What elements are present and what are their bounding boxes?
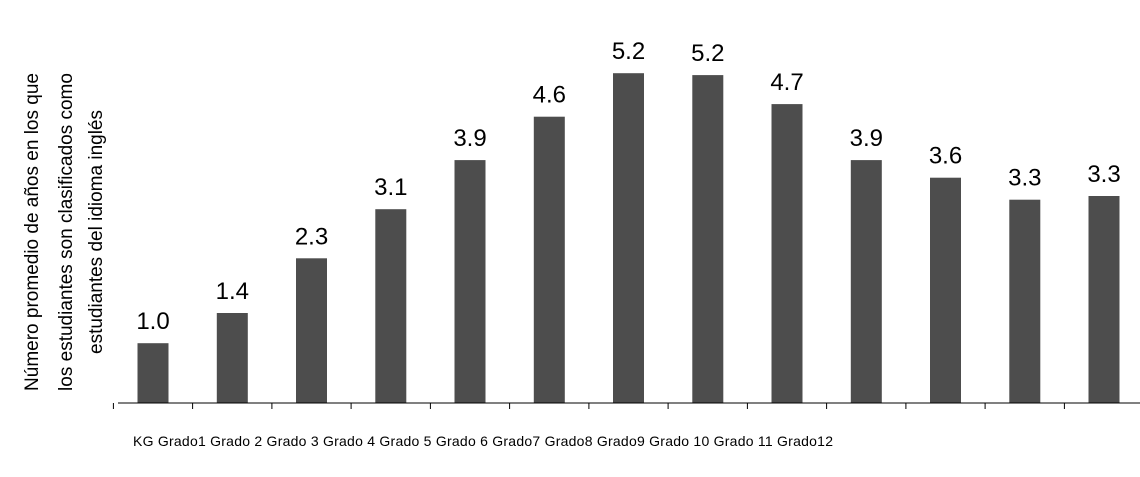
bar-grado-3 bbox=[375, 209, 407, 403]
y-axis-label: Número promedio de años en los que los e… bbox=[22, 73, 107, 391]
tick-label-grado-2: Grado 2 bbox=[206, 433, 262, 449]
bar-grado-10 bbox=[930, 177, 961, 403]
y-axis-label-line-2: los estudiantes son clasificados como bbox=[56, 73, 77, 391]
bar-grado9 bbox=[850, 160, 882, 403]
x-axis-ticks-group bbox=[112, 403, 1065, 409]
bar-grado-6 bbox=[613, 73, 644, 403]
tick-label-grado-11: Grado 11 bbox=[709, 433, 772, 449]
bar-grado-2 bbox=[296, 258, 327, 403]
tick-label-grado8: Grado8 bbox=[540, 433, 592, 449]
value-label-grado8: 4.7 bbox=[770, 69, 803, 96]
x-axis-tick-labels: KG Grado1 Grado 2 Grado 3 Grado 4 Grado … bbox=[133, 433, 833, 449]
value-label-grado-2: 2.3 bbox=[295, 223, 328, 250]
value-label-grado-5: 4.6 bbox=[533, 82, 566, 109]
tick-label-grado-10: Grado 10 bbox=[645, 433, 709, 449]
value-label-kg: 1.0 bbox=[136, 308, 169, 335]
bars-group bbox=[137, 73, 1120, 403]
y-axis-label-line-1: Número promedio de años en los que bbox=[22, 73, 43, 391]
tick-label-grado1: Grado1 bbox=[154, 433, 206, 449]
bar-grado-11 bbox=[1009, 199, 1041, 403]
value-label-grado7: 5.2 bbox=[691, 40, 724, 67]
value-label-grado-4: 3.9 bbox=[453, 125, 486, 152]
value-label-grado9: 3.9 bbox=[850, 125, 883, 152]
bar-grado7 bbox=[692, 75, 724, 403]
tick-label-grado-4: Grado 4 bbox=[319, 433, 375, 449]
value-label-grado-11: 3.3 bbox=[1008, 165, 1041, 192]
tick-label-grado9: Grado9 bbox=[593, 433, 645, 449]
value-label-grado-6: 5.2 bbox=[612, 38, 645, 65]
tick-label-grado-3: Grado 3 bbox=[262, 433, 318, 449]
bar-grado8 bbox=[771, 104, 803, 403]
bar-grado12 bbox=[1088, 196, 1120, 403]
tick-label-grado7: Grado7 bbox=[488, 433, 540, 449]
value-label-grado-10: 3.6 bbox=[929, 143, 962, 170]
bar-grado-4 bbox=[454, 160, 486, 403]
bar-kg bbox=[137, 343, 169, 403]
bar-grado-5 bbox=[533, 116, 565, 403]
tick-label-grado-6: Grado 6 bbox=[432, 433, 488, 449]
tick-label-kg: KG bbox=[133, 433, 153, 449]
value-labels-group: 1.0 1.4 2.3 3.1 3.9 4.6 5.2 5.2 4.7 3.9 3.6 3.3 3.3 bbox=[136, 38, 1120, 335]
value-label-grado-3: 3.1 bbox=[374, 174, 407, 201]
value-label-grado1: 1.4 bbox=[216, 278, 249, 305]
tick-label-grado-5: Grado 5 bbox=[375, 433, 431, 449]
y-axis-label-line-3: estudiantes del idioma inglés bbox=[86, 110, 107, 354]
tick-label-grado12: Grado12 bbox=[773, 433, 833, 449]
bar-grado1 bbox=[216, 313, 248, 403]
value-label-grado12: 3.3 bbox=[1087, 161, 1120, 188]
